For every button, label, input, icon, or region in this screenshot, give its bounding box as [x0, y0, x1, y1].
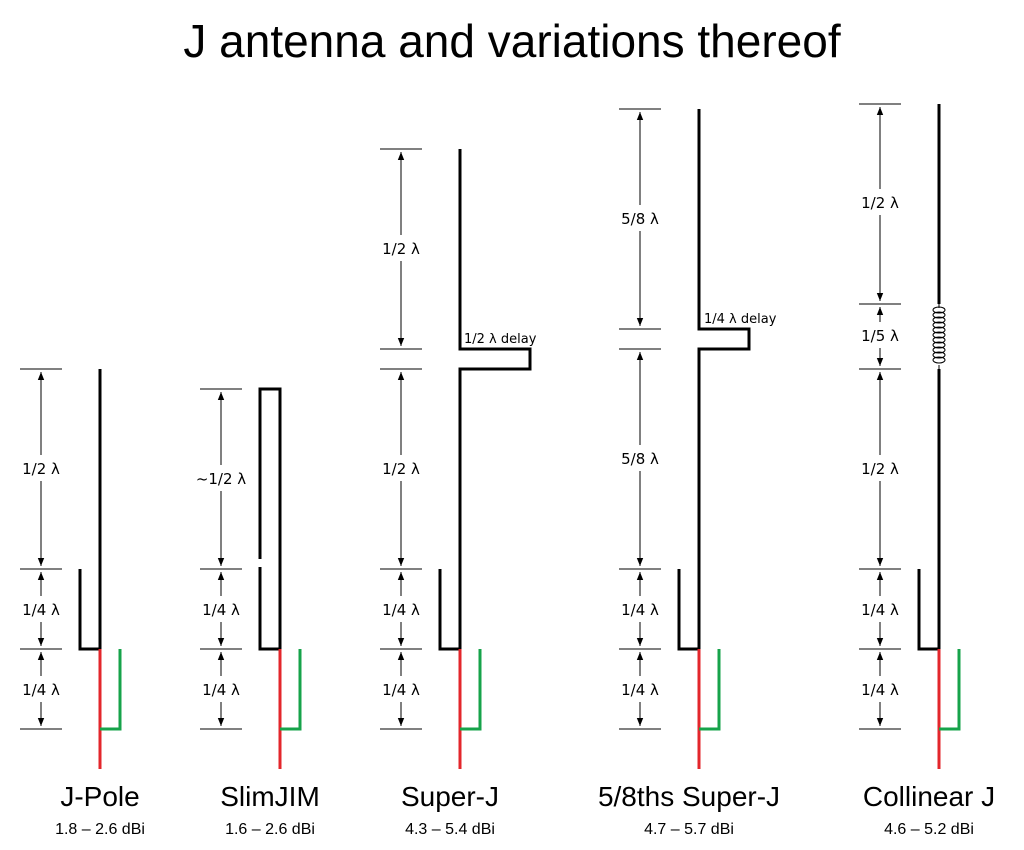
collinear-j-lower-radiator	[917, 369, 941, 651]
five-eighths-dim-quarter-lower: 1/4 λ	[621, 681, 659, 699]
superj-dim-quarter-lower: 1/4 λ	[382, 681, 420, 699]
five-eighths-superj-matching-stub	[699, 649, 721, 731]
five-eighths-superj-gain: 4.7 – 5.7 dBi	[644, 821, 734, 838]
superj-gain: 4.3 – 5.4 dBi	[405, 821, 495, 838]
slimjim-group: ~1/2 λ 1/4 λ 1/4 λ SlimJIM 1.6 – 2.6 dBi	[190, 387, 320, 838]
collinear-dim-mid-halfwave: 1/2 λ	[861, 460, 899, 478]
slimjim-dimensions: ~1/2 λ 1/4 λ 1/4 λ	[190, 388, 252, 730]
page-title: J antenna and variations thereof	[183, 15, 841, 67]
jpole-name: J-Pole	[60, 781, 139, 812]
collinear-dim-quarter-upper: 1/4 λ	[861, 601, 899, 619]
jpole-group: 1/2 λ 1/4 λ 1/4 λ J-Pole 1.8 – 2.6 dBi	[17, 368, 145, 838]
jpole-gain: 1.8 – 2.6 dBi	[55, 821, 145, 838]
jpole-radiator	[78, 369, 102, 651]
jpole-dim-quarter-lower: 1/4 λ	[22, 681, 60, 699]
jpole-dimensions: 1/2 λ 1/4 λ 1/4 λ	[17, 368, 65, 730]
five-eighths-superj-name: 5/8ths Super-J	[598, 781, 780, 812]
phasing-coil-icon	[932, 304, 946, 369]
slimjim-dim-quarter-lower: 1/4 λ	[202, 681, 240, 699]
collinear-j-group: 1/2 λ 1/5 λ 1/2 λ 1/4 λ 1/4 λ Collinear …	[856, 103, 995, 838]
superj-dim-mid-halfwave: 1/2 λ	[382, 460, 420, 478]
slimjim-matching-stub	[280, 649, 302, 731]
five-eighths-superj-dimensions: 5/8 λ 5/8 λ 1/4 λ 1/4 λ	[616, 108, 664, 730]
five-eighths-dim-quarter-upper: 1/4 λ	[621, 601, 659, 619]
superj-group: 1/2 λ 1/2 λ 1/4 λ 1/4 λ 1/2 λ delay Supe…	[377, 148, 537, 838]
five-eighths-dim-mid: 5/8 λ	[621, 450, 659, 468]
jpole-dim-quarter-upper: 1/4 λ	[22, 601, 60, 619]
slimjim-radiator	[258, 387, 282, 651]
slimjim-name: SlimJIM	[220, 781, 320, 812]
superj-radiator	[438, 149, 532, 651]
jpole-matching-stub	[100, 649, 122, 731]
superj-dim-top-halfwave: 1/2 λ	[382, 240, 420, 258]
collinear-dim-quarter-lower: 1/4 λ	[861, 681, 899, 699]
collinear-dim-top-halfwave: 1/2 λ	[861, 194, 899, 212]
slimjim-gain: 1.6 – 2.6 dBi	[225, 821, 315, 838]
superj-delay-label: 1/2 λ delay	[464, 332, 537, 347]
superj-dimensions: 1/2 λ 1/2 λ 1/4 λ 1/4 λ	[377, 148, 425, 730]
collinear-j-gain: 4.6 – 5.2 dBi	[884, 821, 974, 838]
five-eighths-superj-radiator	[677, 109, 751, 651]
five-eighths-superj-group: 5/8 λ 5/8 λ 1/4 λ 1/4 λ 1/4 λ delay 5/8t…	[598, 108, 780, 838]
collinear-j-name: Collinear J	[863, 781, 995, 812]
slimjim-dim-quarter-upper: 1/4 λ	[202, 601, 240, 619]
jpole-dim-halfwave: 1/2 λ	[22, 460, 60, 478]
collinear-dim-coil: 1/5 λ	[861, 327, 899, 345]
five-eighths-dim-top: 5/8 λ	[621, 210, 659, 228]
superj-dim-quarter-upper: 1/4 λ	[382, 601, 420, 619]
collinear-j-matching-stub	[939, 649, 961, 731]
superj-name: Super-J	[401, 781, 499, 812]
collinear-j-dimensions: 1/2 λ 1/5 λ 1/2 λ 1/4 λ 1/4 λ	[856, 103, 904, 730]
five-eighths-superj-delay-label: 1/4 λ delay	[704, 312, 777, 327]
superj-matching-stub	[460, 649, 482, 731]
slimjim-dim-halfwave: ~1/2 λ	[196, 470, 246, 488]
